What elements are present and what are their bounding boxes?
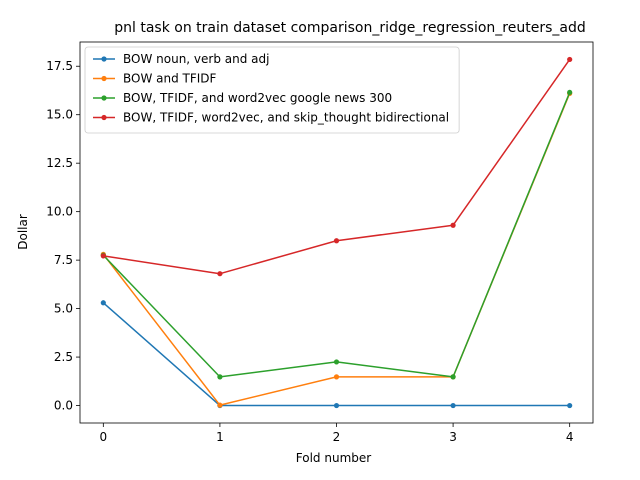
data-point: [450, 222, 456, 228]
data-point: [100, 253, 106, 259]
data-point: [333, 374, 340, 380]
series-line: [102, 92, 571, 378]
legend-marker: [101, 95, 107, 101]
y-tick-label: 0.0: [54, 399, 73, 413]
data-point: [333, 238, 340, 244]
series-4: [100, 56, 573, 277]
series-1: [100, 300, 573, 409]
series-line: [102, 302, 570, 407]
x-tick-label: 3: [449, 430, 457, 444]
y-tick-label: 5.0: [54, 302, 73, 316]
chart-title: pnl task on train dataset comparison_rid…: [114, 20, 585, 36]
y-tick-label: 7.5: [54, 253, 73, 267]
y-tick-label: 2.5: [54, 350, 73, 364]
x-axis-label: Fold number: [296, 451, 371, 465]
legend-label: BOW, TFIDF, and word2vec google news 300: [123, 91, 392, 105]
x-tick-label: 1: [216, 430, 224, 444]
data-point: [567, 89, 573, 96]
data-point: [217, 374, 223, 380]
legend-marker: [101, 56, 107, 62]
y-tick-label: 10.0: [46, 205, 73, 219]
legend-marker: [101, 75, 107, 82]
series-line: [102, 93, 571, 406]
y-axis: 0.0 2.5 5.0 7.5 10.0 12.5 15.0 17.5: [46, 59, 80, 413]
x-axis: 0 1 2 3 4: [99, 423, 574, 444]
legend-marker: [101, 114, 107, 121]
data-point: [567, 402, 573, 409]
legend-item: BOW, TFIDF, word2vec, and skip_thought b…: [93, 111, 449, 125]
y-tick-label: 12.5: [46, 156, 73, 170]
data-point: [450, 402, 456, 409]
data-point: [450, 374, 456, 380]
legend-item: BOW and TFIDF: [93, 72, 217, 86]
legend-box: [84, 46, 460, 134]
series-layer: [100, 56, 573, 409]
y-axis-label: Dollar: [16, 214, 30, 250]
legend-item: BOW noun, verb and adj: [93, 52, 269, 66]
y-tick-label: 17.5: [46, 59, 73, 73]
data-point: [567, 56, 573, 63]
data-point: [333, 402, 340, 409]
data-point: [217, 402, 223, 408]
data-point: [217, 271, 223, 277]
legend: BOW noun, verb and adj BOW and TFIDF BOW, …: [84, 46, 460, 134]
legend-label: BOW noun, verb and adj: [123, 52, 269, 66]
x-tick-label: 2: [333, 430, 341, 444]
legend-label: BOW and TFIDF: [123, 72, 217, 86]
y-tick-label: 15.0: [46, 108, 73, 122]
legend-label: BOW, TFIDF, word2vec, and skip_thought b…: [123, 111, 449, 125]
legend-item: BOW, TFIDF, and word2vec google news 300: [93, 91, 392, 105]
data-point: [333, 359, 340, 365]
data-point: [100, 300, 106, 306]
x-tick-label: 4: [566, 430, 574, 444]
series-3: [100, 89, 573, 380]
x-tick-label: 0: [99, 430, 107, 444]
